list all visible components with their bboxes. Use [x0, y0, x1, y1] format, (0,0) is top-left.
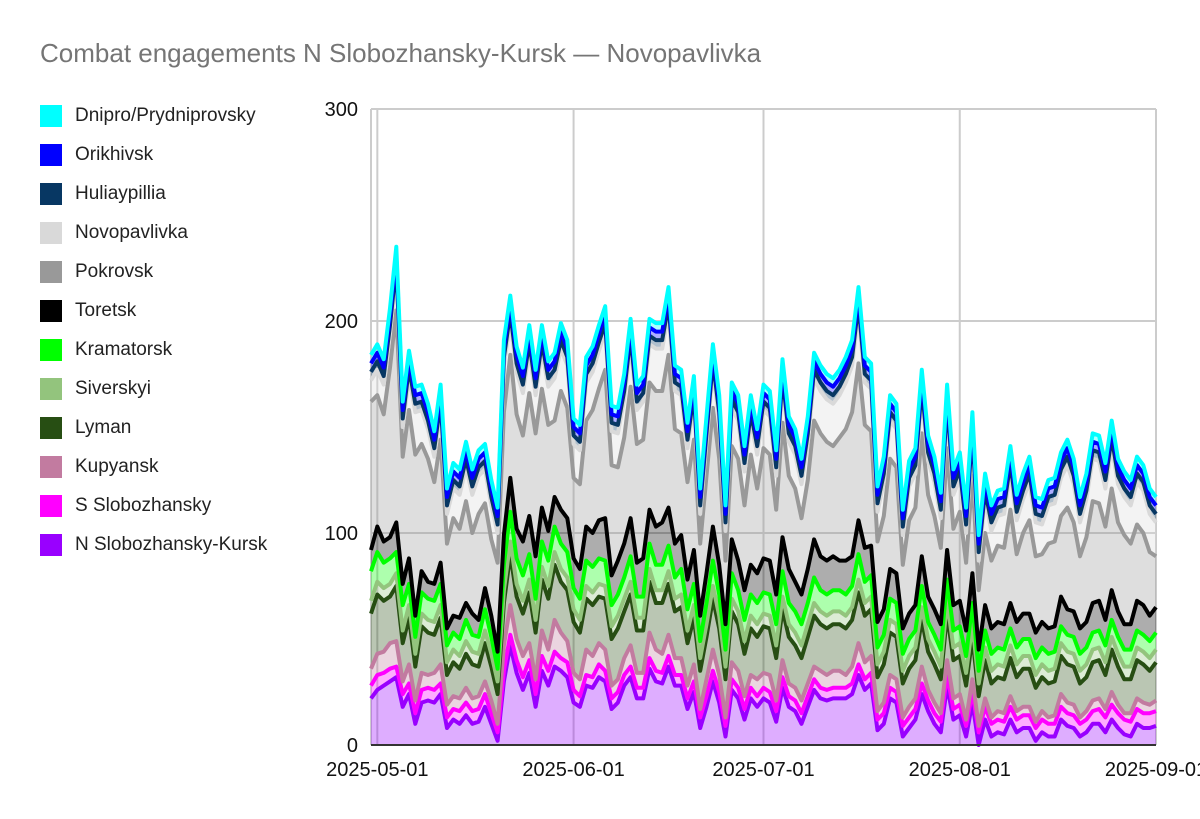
- legend: Dnipro/Prydniprovsky Orikhivsk Huliaypilli…: [40, 96, 267, 564]
- legend-label: Pokrovsk: [75, 260, 154, 282]
- y-tick-label: 100: [325, 523, 358, 545]
- x-tick-label: 2025-08-01: [909, 759, 1011, 781]
- series-lines: [369, 244, 1158, 747]
- legend-item: Dnipro/Prydniprovsky: [40, 96, 267, 135]
- x-tick-label: 2025-09-01: [1105, 759, 1200, 781]
- legend-item: Kupyansk: [40, 447, 267, 486]
- legend-swatch: [40, 455, 62, 478]
- legend-item: Novopavlivka: [40, 213, 267, 252]
- x-tick-label: 2025-06-01: [522, 759, 624, 781]
- legend-label: Orikhivsk: [75, 143, 154, 165]
- legend-label: N Slobozhansky-Kursk: [75, 533, 268, 555]
- legend-item: Kramatorsk: [40, 330, 267, 369]
- legend-swatch: [40, 416, 62, 439]
- legend-label: Kramatorsk: [75, 338, 173, 360]
- legend-swatch: [40, 260, 62, 283]
- legend-label: Novopavlivka: [75, 221, 188, 243]
- legend-item: Huliaypillia: [40, 174, 267, 213]
- legend-item: Pokrovsk: [40, 252, 267, 291]
- legend-swatch: [40, 221, 62, 244]
- legend-label: Toretsk: [75, 299, 137, 321]
- legend-swatch: [40, 182, 62, 205]
- legend-swatch: [40, 338, 62, 361]
- legend-label: Siverskyi: [75, 377, 152, 399]
- legend-label: Huliaypillia: [75, 182, 166, 204]
- legend-item: Lyman: [40, 408, 267, 447]
- legend-label: S Slobozhansky: [75, 494, 212, 516]
- line-kupyansk: [369, 603, 1158, 728]
- line-toretsk: [369, 475, 1158, 654]
- chart-title: Combat engagements N Slobozhansky-Kursk …: [40, 38, 762, 68]
- legend-swatch: [40, 104, 62, 127]
- legend-swatch: [40, 299, 62, 322]
- legend-label: Dnipro/Prydniprovsky: [75, 104, 256, 126]
- line-dnipro-prydniprovsky: [369, 244, 1158, 538]
- y-tick-label: 200: [325, 311, 358, 333]
- legend-swatch: [40, 377, 62, 400]
- y-tick-label: 300: [325, 99, 358, 121]
- legend-label: Lyman: [75, 416, 132, 438]
- legend-item: N Slobozhansky-Kursk: [40, 525, 267, 564]
- legend-item: Toretsk: [40, 291, 267, 330]
- legend-item: S Slobozhansky: [40, 486, 267, 525]
- legend-item: Siverskyi: [40, 369, 267, 408]
- x-tick-label: 2025-05-01: [326, 759, 428, 781]
- legend-swatch: [40, 533, 62, 556]
- legend-swatch: [40, 143, 62, 166]
- legend-swatch: [40, 494, 62, 517]
- x-tick-label: 2025-07-01: [712, 759, 814, 781]
- legend-item: Orikhivsk: [40, 135, 267, 174]
- axes: 0 100 200 300 2025-05-01 2025-06-01 2025-07-01…: [325, 99, 1200, 781]
- legend-label: Kupyansk: [75, 455, 159, 477]
- y-tick-label: 0: [347, 735, 358, 757]
- area-pokrovsk: [371, 310, 1156, 652]
